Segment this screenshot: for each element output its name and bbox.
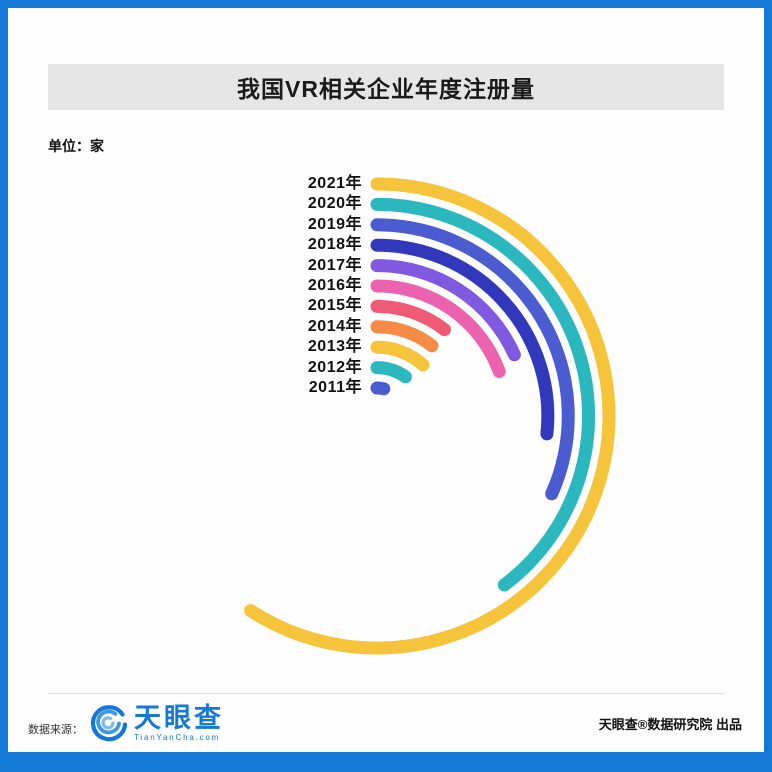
- logo-text-block: 天眼查 TianYanCha.com: [134, 704, 224, 742]
- year-label-2015年: 2015年: [307, 297, 362, 315]
- arc-2014年: [370, 320, 439, 353]
- arc-2012年: [370, 361, 412, 384]
- arc-2011年: [370, 381, 391, 396]
- data-source-group: 数据来源： 天眼查 TianYanCha.com: [28, 703, 224, 743]
- unit-label: 单位：家: [48, 138, 104, 154]
- tianyancha-logo-icon: [90, 705, 128, 742]
- year-label-2012年: 2012年: [307, 358, 362, 376]
- arc-2019年: [370, 218, 575, 501]
- arc-2016年: [370, 279, 506, 378]
- logo-name: 天眼查: [134, 703, 224, 733]
- year-label-2014年: 2014年: [307, 317, 362, 335]
- credit-text: 天眼查®数据研究院 出品: [598, 716, 742, 732]
- year-label-2013年: 2013年: [307, 338, 362, 356]
- arc-2018年: [370, 238, 555, 441]
- year-label-2017年: 2017年: [307, 256, 362, 274]
- year-label-2019年: 2019年: [307, 215, 362, 233]
- arc-2020年: [370, 197, 596, 592]
- logo-subtext: TianYanCha.com: [134, 733, 221, 742]
- chart-title: 我国VR相关企业年度注册量: [237, 76, 535, 102]
- arc-2013年: [370, 340, 430, 372]
- radial-bar-chart: [244, 177, 616, 655]
- year-label-2021年: 2021年: [307, 175, 362, 192]
- arc-2017年: [370, 259, 521, 362]
- arc-2021年: [244, 177, 616, 655]
- radial-chart-area: 2021年 2020年 2019年 2018年 2017年 2016年 2015年 2014年…: [8, 8, 764, 752]
- year-label-2016年: 2016年: [307, 277, 362, 294]
- chart-title-bar: 我国VR相关企业年度注册量: [48, 64, 724, 110]
- footer: 数据来源： 天眼查 TianYanCha.com 天眼查®数据研究院 出品: [28, 700, 742, 746]
- footer-divider: [48, 693, 724, 694]
- infographic-content: 我国VR相关企业年度注册量 单位：家 2021年 2020年 2019年 2018年 2…: [8, 8, 764, 752]
- year-label-2011年: 2011年: [308, 379, 362, 396]
- data-source-label: 数据来源：: [28, 724, 83, 736]
- year-label-2020年: 2020年: [307, 195, 362, 213]
- year-label-2018年: 2018年: [307, 236, 362, 254]
- tianyancha-logo: 天眼查 TianYanCha.com: [89, 703, 224, 743]
- arc-2015年: [370, 299, 451, 337]
